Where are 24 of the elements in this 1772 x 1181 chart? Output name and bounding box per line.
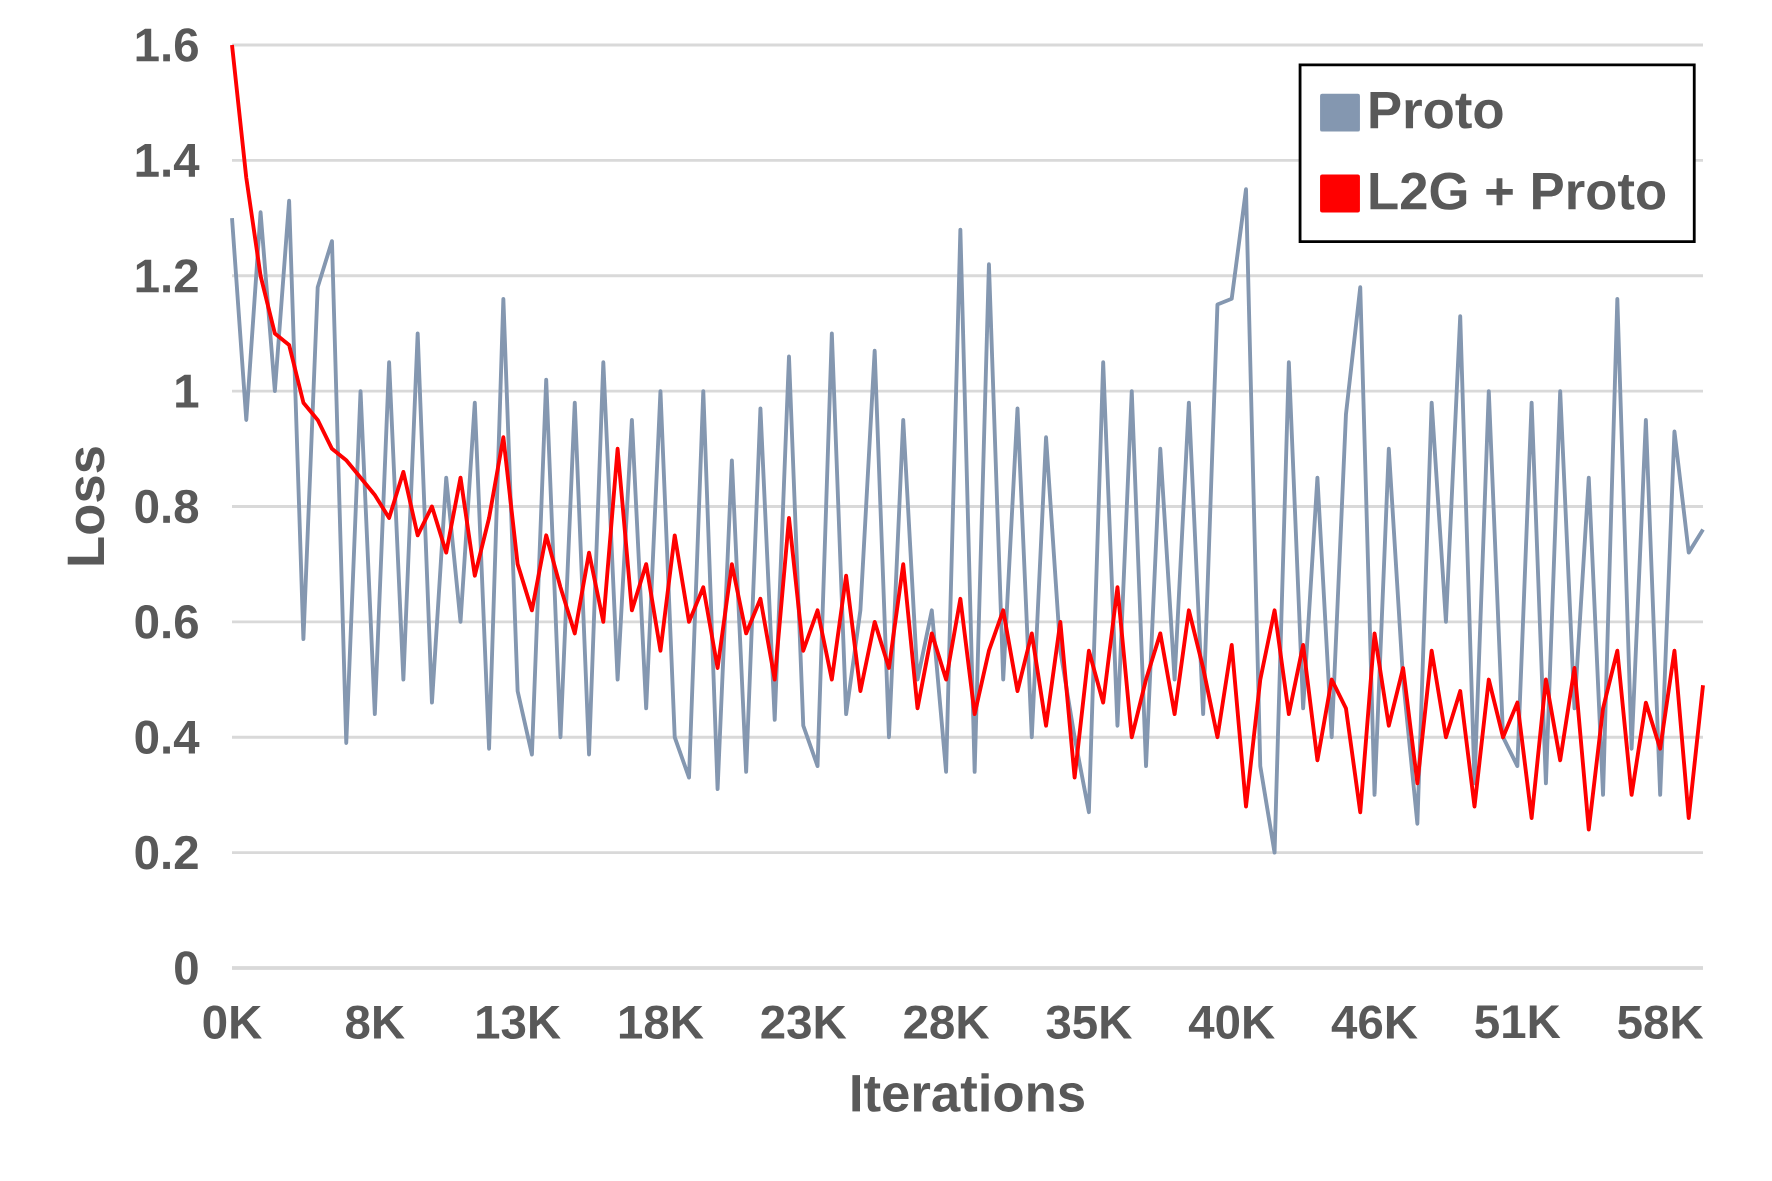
y-tick-label: 0.8 (135, 489, 199, 524)
x-tick-label: 0K (203, 1005, 262, 1039)
x-tick-label: 46K (1331, 1005, 1418, 1039)
legend-label: L2G + Proto (1370, 172, 1666, 210)
x-tick-label: 28K (904, 1005, 990, 1039)
x-tick-label: 23K (761, 1005, 847, 1040)
y-tick-label: 0.4 (135, 720, 200, 755)
y-tick-label: 1.4 (136, 144, 200, 177)
y-tick-label: 0.2 (135, 835, 198, 870)
y-tick-label: 0.6 (135, 605, 198, 639)
y-axis-title: Loss (67, 447, 105, 565)
x-tick-label: 8K (345, 1005, 405, 1039)
x-tick-label: 58K (1618, 1005, 1704, 1039)
legend-label: Proto (1370, 91, 1503, 129)
y-tick-label: 0 (175, 951, 198, 985)
x-tick-label: 13K (477, 1005, 561, 1040)
x-tick-label: 51K (1475, 1005, 1561, 1039)
x-tick-label: 35K (1046, 1005, 1132, 1040)
x-tick-label: 40K (1188, 1005, 1275, 1039)
y-tick-label: 1.2 (136, 259, 198, 293)
y-tick-label: 1.6 (136, 28, 198, 62)
y-tick-label: 1 (176, 374, 199, 408)
x-tick-label: 18K (619, 1005, 704, 1039)
x-axis-title: Iterations (852, 1073, 1084, 1112)
